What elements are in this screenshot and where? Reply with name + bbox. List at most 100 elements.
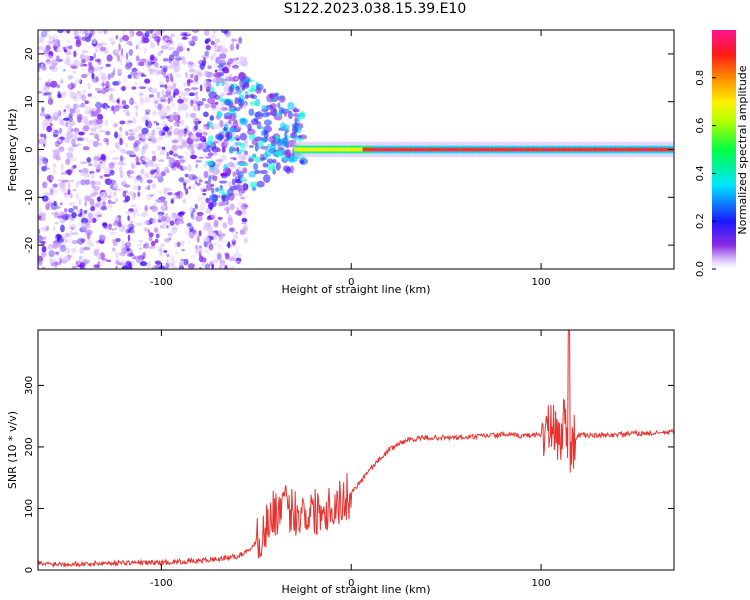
heatmap-cell	[82, 50, 89, 54]
heatmap-cell	[58, 45, 65, 53]
heatmap-cell	[125, 111, 131, 117]
heatmap-cell	[194, 203, 198, 210]
heatmap-cell	[260, 157, 267, 161]
heatmap-cell	[93, 125, 101, 130]
heatmap-cell	[165, 262, 170, 269]
heatmap-cell	[476, 147, 480, 152]
heatmap-cell	[38, 206, 42, 213]
heatmap-cell	[160, 98, 167, 103]
heatmap-cell	[155, 30, 162, 36]
heatmap-cell	[196, 195, 205, 202]
heatmap-cell	[638, 147, 642, 152]
heatmap-cell	[134, 82, 138, 86]
heatmap-cell	[165, 75, 170, 83]
heatmap-cell	[120, 55, 125, 59]
heatmap-cell	[176, 46, 184, 52]
heatmap-cell	[223, 98, 232, 106]
heatmap-cell	[149, 41, 155, 49]
heatmap-cell	[154, 100, 159, 105]
heatmap-cell	[163, 221, 167, 225]
heatmap-cell	[125, 228, 130, 234]
heatmap-cell	[599, 147, 603, 152]
heatmap-cell	[99, 175, 104, 179]
heatmap-cell	[84, 200, 87, 207]
heatmap-cell	[226, 199, 229, 206]
heatmap-cell	[144, 30, 150, 38]
heatmap-cell	[72, 96, 79, 102]
heatmap-cell	[487, 147, 491, 152]
heatmap-cell	[499, 147, 503, 152]
heatmap-cell	[113, 182, 119, 190]
heatmap-cell	[171, 259, 176, 268]
heatmap-cell	[44, 113, 52, 120]
heatmap-cell	[227, 58, 234, 65]
heatmap-cell	[79, 247, 85, 254]
heatmap-cell	[181, 156, 185, 160]
heatmap-cell	[163, 187, 168, 195]
heatmap-cell	[109, 231, 117, 235]
heatmap-cell	[221, 147, 226, 153]
heatmap-cell	[50, 175, 53, 181]
heatmap-cell	[100, 258, 108, 261]
heatmap-cell	[492, 147, 496, 152]
heatmap-cell	[192, 143, 200, 148]
heatmap-cell	[192, 69, 199, 77]
heatmap-cell	[69, 156, 77, 162]
heatmap-cell	[321, 147, 325, 152]
heatmap-cell	[57, 178, 64, 182]
heatmap-cell	[380, 147, 384, 152]
snr-series-line	[38, 330, 674, 568]
heatmap-cell	[148, 236, 153, 242]
heatmap-cell	[217, 58, 223, 64]
heatmap-cell	[188, 240, 192, 244]
heatmap-cell	[52, 226, 56, 231]
heatmap-cell	[38, 234, 43, 242]
heatmap-cell	[172, 82, 177, 91]
heatmap-cell	[129, 252, 134, 256]
heatmap-cell	[103, 159, 107, 163]
heatmap-cell	[533, 147, 537, 152]
heatmap-cell	[205, 197, 210, 204]
heatmap-cell	[164, 106, 171, 113]
heatmap-cell	[179, 211, 186, 215]
heatmap-cell	[190, 99, 198, 104]
heatmap-cell	[123, 176, 127, 183]
heatmap-cell	[97, 113, 104, 121]
heatmap-cell	[47, 41, 51, 44]
heatmap-cell	[497, 147, 501, 152]
heatmap-cell	[140, 74, 147, 77]
heatmap-cell	[89, 30, 95, 36]
heatmap-cell	[140, 148, 146, 155]
heatmap-cell	[114, 197, 119, 203]
heatmap-cell	[86, 156, 92, 163]
heatmap-cell	[387, 147, 391, 152]
heatmap-cell	[135, 156, 140, 164]
heatmap-cell	[595, 147, 599, 152]
heatmap-cell	[118, 225, 126, 233]
colorbar-tick-label: 0.6	[695, 118, 706, 134]
heatmap-cell	[150, 88, 158, 94]
heatmap-cell	[119, 171, 124, 179]
heatmap-cell	[172, 92, 176, 98]
heatmap-cell	[109, 169, 115, 176]
heatmap-cell	[170, 113, 179, 122]
heatmap-cell	[122, 35, 130, 42]
heatmap-cell	[104, 105, 108, 111]
heatmap-cell	[319, 147, 323, 152]
heatmap-cell	[202, 123, 209, 130]
heatmap-cell	[238, 191, 243, 197]
heatmap-cell	[183, 124, 191, 130]
heatmap-cell	[104, 120, 109, 126]
heatmap-cell	[221, 93, 227, 96]
heatmap-cell	[38, 155, 44, 161]
heatmap-cell	[191, 254, 196, 259]
heatmap-cell	[647, 147, 651, 152]
heatmap-cell	[104, 178, 110, 184]
heatmap-cell	[178, 177, 185, 183]
heatmap-cell	[328, 147, 332, 152]
heatmap-cell	[182, 56, 185, 62]
heatmap-cell	[179, 167, 184, 171]
heatmap-cell	[238, 36, 243, 44]
heatmap-cell	[478, 147, 482, 152]
heatmap-cell	[60, 91, 66, 98]
